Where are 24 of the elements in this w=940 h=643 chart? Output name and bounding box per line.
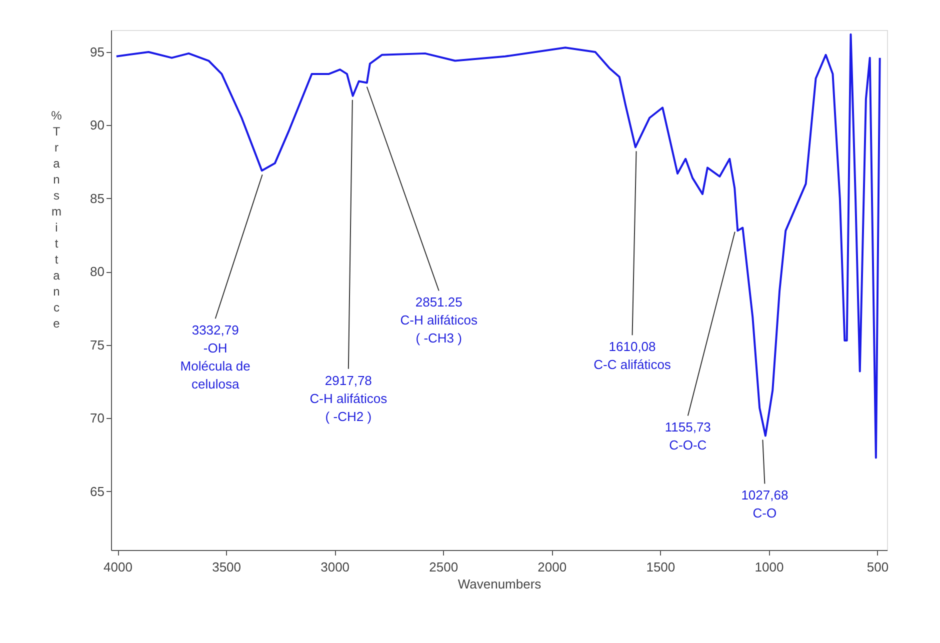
y-tick-label: 70	[90, 410, 104, 426]
annotation: 2851.25 C-H alifáticos ( -CH3 )	[400, 294, 478, 346]
x-tick-label: 2000	[538, 560, 567, 574]
x-tick-label: 4000	[104, 560, 132, 574]
annotation: 3332,79 -OH Molécula de celulosa	[180, 322, 250, 392]
y-tick-label: 90	[90, 118, 104, 133]
x-tick-label: 1500	[646, 560, 676, 574]
x-tick-label: 500	[866, 560, 889, 574]
text: % Transmittance	[51, 108, 62, 330]
y-tick-label: 95	[90, 44, 104, 60]
line-series	[115, 33, 881, 459]
x-tick-label: 2500	[429, 560, 458, 574]
y-tick-label: 65	[90, 484, 104, 499]
x-tick-label: 1000	[754, 560, 784, 574]
annotation: 1155,73 C-O-C	[664, 420, 711, 453]
x-tick-label: 3500	[212, 560, 242, 574]
annotation: 2917,78 C-H alifáticos ( -CH2 )	[310, 372, 388, 424]
y-tick-label: 75	[90, 337, 104, 352]
y-tick-label: 85	[90, 190, 104, 206]
x-tick-label: 3000	[320, 560, 350, 574]
annotation: 1610,08 C-C alifáticos	[594, 339, 672, 372]
y-tick-label: 80	[90, 264, 104, 280]
x-axis-title: Wavenumbers	[458, 576, 542, 592]
annotation: 1027,68 C-O	[741, 488, 788, 521]
